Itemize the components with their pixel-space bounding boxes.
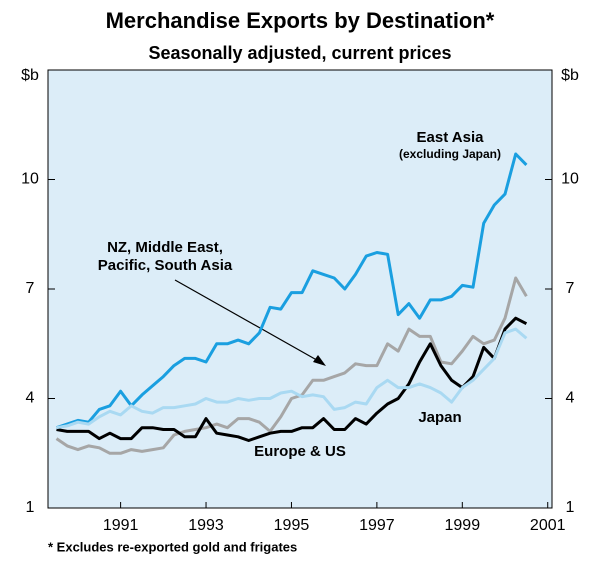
x-tick-label: 1993 — [188, 517, 224, 534]
x-tick-label: 1997 — [359, 517, 395, 534]
series-label: Pacific, South Asia — [98, 257, 233, 274]
x-tick-label: 1991 — [103, 517, 139, 534]
chart-title: Merchandise Exports by Destination* — [106, 8, 495, 33]
series-label: (excluding Japan) — [399, 147, 501, 161]
x-tick-label: 1995 — [274, 517, 310, 534]
y-tick-label: 4 — [26, 390, 35, 407]
y-tick-label: 10 — [21, 171, 39, 188]
y-tick-label: 1 — [26, 499, 35, 516]
series-line — [56, 327, 528, 430]
y-unit-right: $b — [561, 67, 579, 84]
series-label: East Asia — [417, 129, 485, 146]
series-line — [56, 152, 528, 430]
x-tick-label: 1999 — [445, 517, 481, 534]
plot-area — [47, 69, 553, 509]
series-label: NZ, Middle East, — [107, 239, 223, 256]
y2-tick-label: 4 — [566, 390, 575, 407]
y2-tick-label: 10 — [561, 171, 579, 188]
annotation-arrow — [174, 279, 323, 364]
y-unit-left: $b — [21, 67, 39, 84]
y-tick-label: 7 — [26, 280, 35, 297]
series-label: Japan — [418, 409, 461, 426]
footnote: * Excludes re-exported gold and frigates — [48, 539, 297, 554]
series-line — [56, 316, 528, 442]
series-label: Europe & US — [254, 443, 346, 460]
series-line — [55, 276, 528, 455]
arrow-head — [313, 355, 326, 366]
chart-subtitle: Seasonally adjusted, current prices — [148, 43, 451, 63]
y2-tick-label: 1 — [566, 499, 575, 516]
x-tick-label: 2001 — [530, 517, 566, 534]
y2-tick-label: 7 — [566, 280, 575, 297]
